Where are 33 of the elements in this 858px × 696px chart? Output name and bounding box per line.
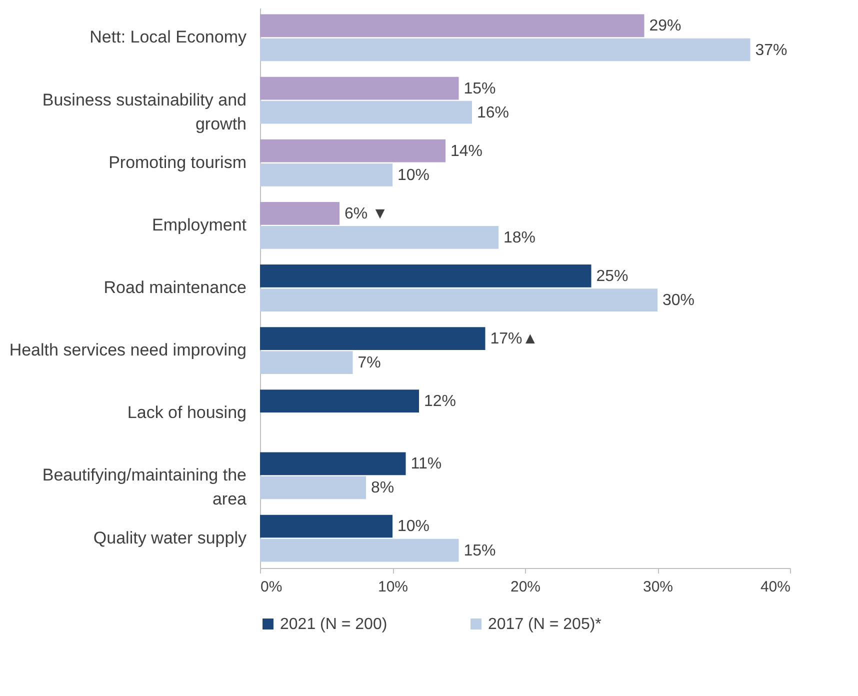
data-label: 18% <box>504 229 536 246</box>
y-tick-label: Nett: Local Economy <box>90 28 247 47</box>
data-label: 37% <box>755 42 788 59</box>
x-tick-label: 0% <box>260 578 282 596</box>
data-label: 14% <box>450 142 483 160</box>
y-tick-label: Business sustainability and growth <box>42 90 246 134</box>
y-tick-label: Employment <box>152 215 247 234</box>
x-tick-label: 30% <box>642 578 674 596</box>
y-tick-label: Road maintenance <box>104 278 246 297</box>
data-label: 15% <box>464 80 496 98</box>
y-tick-label: Lack of housing <box>127 403 246 422</box>
x-tick-label: 20% <box>510 578 541 596</box>
x-tick-label: 40% <box>760 578 790 596</box>
y-tick-label: Quality water supply <box>93 528 247 548</box>
data-label: 30% <box>662 292 695 310</box>
data-label: 16% <box>477 104 510 122</box>
legend-label: 2021 (N = 200) <box>280 616 388 633</box>
data-label: 15% <box>464 542 496 560</box>
data-label: 29% <box>649 18 682 35</box>
data-label: 12% <box>424 393 456 410</box>
x-tick-label: 10% <box>378 578 408 596</box>
data-label: 8% <box>371 480 394 497</box>
data-label: 7% <box>358 354 381 372</box>
data-label: 10% <box>398 166 430 184</box>
data-label: 10% <box>398 518 430 536</box>
y-tick-label: Promoting tourism <box>108 152 246 172</box>
data-label: 11% <box>410 456 442 473</box>
y-tick-label: Health services need improving <box>9 340 246 360</box>
data-label: 25% <box>596 268 628 285</box>
y-tick-label: Beautifying/maintaining the area <box>42 466 248 509</box>
data-label: 17%▲ <box>490 330 538 348</box>
legend-label: 2017 (N = 205)* <box>488 616 602 633</box>
data-label: 6% ▼ <box>344 205 388 222</box>
